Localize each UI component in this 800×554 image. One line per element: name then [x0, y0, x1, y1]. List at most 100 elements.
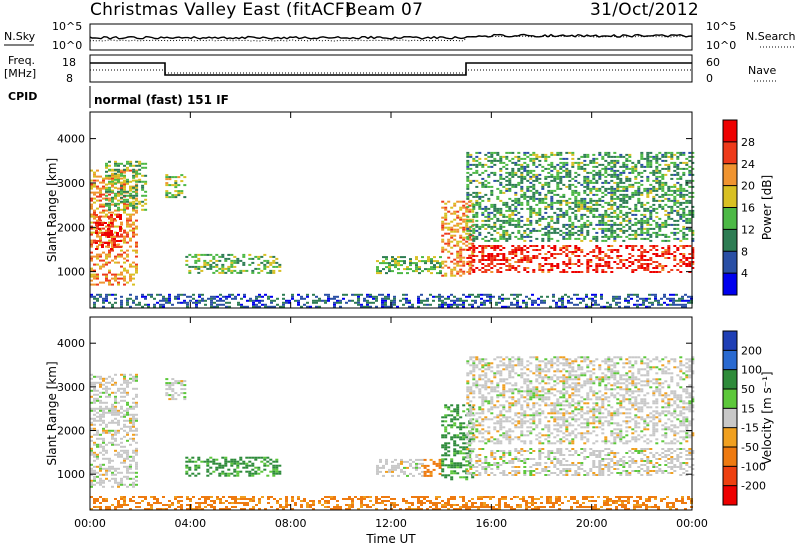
data-cell — [654, 299, 657, 302]
data-cell — [269, 255, 273, 258]
data-cell — [459, 256, 463, 259]
data-cell — [132, 477, 135, 480]
data-cell — [625, 201, 629, 204]
data-cell — [129, 225, 132, 228]
data-cell — [123, 387, 126, 390]
data-cell — [102, 387, 105, 390]
data-cell — [183, 388, 187, 391]
data-cell — [114, 469, 117, 472]
data-cell — [382, 466, 385, 469]
data-cell — [487, 165, 491, 168]
data-cell — [114, 172, 117, 175]
data-cell — [649, 165, 653, 168]
data-cell — [272, 261, 276, 264]
data-cell — [589, 265, 593, 267]
data-cell — [577, 193, 581, 196]
data-cell — [105, 273, 108, 276]
data-cell — [537, 297, 540, 300]
data-cell — [441, 246, 445, 249]
data-cell — [105, 473, 108, 476]
data-cell — [559, 249, 563, 251]
data-cell — [601, 155, 605, 158]
data-cell — [627, 301, 630, 304]
data-cell — [129, 413, 132, 416]
data-cell — [465, 460, 469, 463]
data-cell — [655, 161, 659, 164]
data-cell — [379, 460, 382, 463]
data-cell — [574, 191, 578, 194]
data-cell — [141, 180, 145, 183]
data-cell — [254, 255, 258, 258]
data-cell — [113, 242, 116, 244]
data-cell — [99, 437, 102, 440]
data-cell — [123, 203, 126, 206]
data-cell — [249, 299, 252, 302]
data-cell — [688, 229, 692, 232]
data-cell — [409, 260, 412, 263]
data-cell — [459, 216, 463, 219]
data-cell — [592, 177, 596, 180]
data-cell — [275, 257, 279, 260]
data-cell — [236, 474, 240, 477]
data-cell — [669, 297, 672, 300]
data-cell — [248, 263, 252, 266]
data-cell — [526, 163, 530, 166]
data-cell — [589, 199, 593, 202]
data-cell — [123, 174, 126, 177]
freq-label: Freq. — [8, 54, 35, 67]
data-cell — [261, 295, 264, 298]
data-cell — [496, 207, 500, 210]
data-cell — [376, 468, 379, 471]
data-cell — [108, 271, 111, 274]
data-cell — [652, 169, 656, 172]
data-cell — [523, 269, 527, 271]
data-cell — [481, 263, 485, 265]
data-cell — [194, 460, 198, 463]
data-cell — [135, 249, 138, 252]
data-cell — [185, 466, 189, 469]
data-cell — [681, 303, 684, 306]
data-cell — [183, 392, 187, 395]
data-cell — [239, 269, 243, 272]
data-cell — [462, 270, 466, 273]
data-cell — [624, 297, 627, 300]
data-cell — [468, 444, 472, 447]
data-cell — [456, 254, 460, 257]
data-cell — [111, 377, 114, 380]
data-cell — [640, 247, 644, 249]
data-cell — [96, 437, 99, 440]
data-cell — [642, 299, 645, 302]
data-cell — [535, 229, 539, 232]
data-cell — [580, 233, 584, 236]
data-cell — [481, 245, 485, 247]
data-cell — [123, 179, 126, 182]
data-cell — [679, 265, 683, 267]
data-cell — [604, 255, 608, 257]
data-cell — [541, 269, 545, 271]
data-cell — [541, 165, 545, 168]
data-cell — [96, 273, 99, 276]
data-cell — [577, 207, 581, 210]
data-cell — [589, 239, 593, 242]
data-cell — [499, 233, 503, 236]
data-cell — [129, 215, 132, 218]
data-cell — [661, 221, 665, 224]
data-cell — [388, 468, 391, 471]
data-cell — [493, 462, 497, 464]
data-cell — [233, 470, 237, 473]
data-cell — [90, 191, 93, 194]
data-cell — [110, 216, 113, 218]
data-cell — [90, 267, 93, 270]
data-cell — [628, 253, 632, 255]
data-cell — [369, 295, 372, 298]
data-cell — [673, 237, 677, 240]
data-cell — [637, 265, 641, 267]
data-cell — [559, 460, 563, 462]
data-cell — [613, 159, 617, 162]
data-cell — [177, 297, 180, 300]
data-cell — [462, 264, 466, 267]
data-cell — [177, 394, 181, 397]
data-cell — [248, 472, 252, 475]
data-cell — [99, 443, 102, 446]
data-cell — [108, 465, 111, 468]
